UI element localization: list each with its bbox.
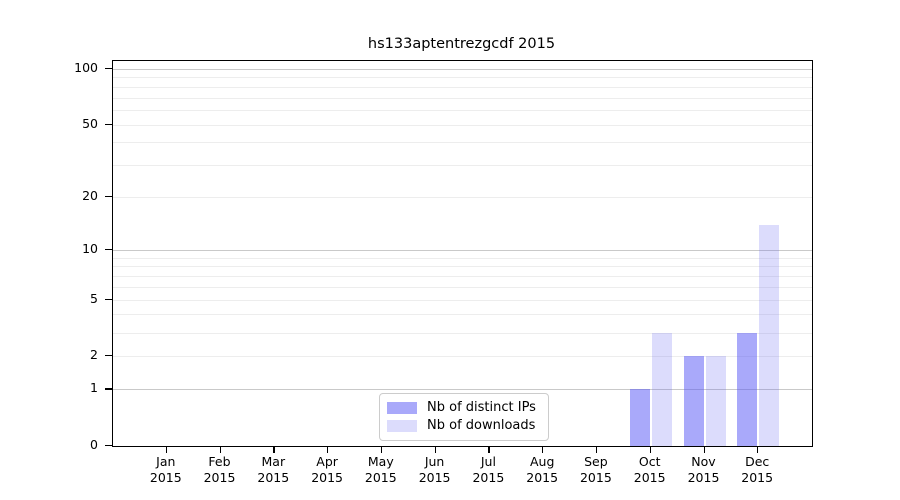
y-axis-tick [105, 67, 112, 69]
x-tick-label: Jul 2015 [472, 454, 505, 485]
gridline-minor [113, 356, 812, 358]
y-axis-tick [105, 123, 112, 125]
x-axis-tick [327, 446, 329, 453]
y-tick-label: 0 [90, 437, 98, 452]
bar-distinct-ips [737, 332, 758, 446]
y-tick-label: 20 [82, 188, 98, 204]
x-axis-tick [380, 446, 383, 453]
legend-label-distinct-ips: Nb of distinct IPs [427, 400, 536, 415]
gridline-minor [113, 165, 812, 167]
gridline-minor [113, 299, 812, 301]
y-axis-tick [105, 445, 112, 447]
x-tick-label: Mar 2015 [257, 454, 290, 485]
bar-distinct-ips [629, 389, 650, 446]
y-tick-label: 50 [82, 115, 98, 131]
y-tick-label: 5 [90, 290, 98, 306]
y-tick-label: 100 [74, 59, 98, 75]
gridline-minor [113, 86, 812, 88]
gridline-minor [113, 142, 812, 144]
x-tick-label: Apr 2015 [311, 454, 343, 485]
gridline-minor [113, 197, 812, 199]
x-axis-tick [649, 446, 651, 453]
legend-item-distinct-ips: Nb of distinct IPs [387, 399, 541, 417]
plot-area: Nb of distinct IPs Nb of downloads [112, 60, 813, 447]
x-tick-label: Sep 2015 [579, 454, 612, 485]
x-tick-label: Jan 2015 [149, 454, 182, 485]
y-axis-tick [105, 249, 112, 251]
x-axis-tick [595, 446, 598, 453]
y-tick-label: 1 [90, 380, 98, 396]
x-tick-label: Nov 2015 [687, 454, 720, 485]
gridline-minor [113, 286, 812, 288]
gridline-major [113, 389, 812, 391]
x-axis-tick [434, 446, 436, 453]
chart-title: hs133aptentrezgcdf 2015 [367, 36, 556, 52]
x-axis-tick [165, 446, 168, 453]
legend-label-downloads: Nb of downloads [427, 418, 536, 433]
x-tick-label: Oct 2015 [633, 454, 666, 485]
x-axis-tick [273, 446, 275, 453]
x-tick-label: Aug 2015 [526, 454, 559, 485]
gridline-minor [113, 124, 812, 126]
x-tick-label: Feb 2015 [203, 454, 236, 485]
bar-distinct-ips [683, 356, 704, 446]
bar-downloads [705, 356, 726, 446]
x-tick-label: May 2015 [364, 454, 397, 485]
gridline-minor [113, 332, 812, 334]
x-axis-tick [488, 446, 490, 453]
gridline-minor [113, 77, 812, 79]
y-axis-tick [105, 388, 112, 390]
legend-swatch-downloads [387, 420, 417, 432]
gridline-minor [113, 276, 812, 277]
bar-downloads [651, 332, 672, 446]
gridline-minor [113, 97, 812, 99]
legend-item-downloads: Nb of downloads [387, 417, 541, 435]
gridline-minor [113, 266, 812, 268]
x-tick-label: Dec 2015 [741, 454, 774, 485]
gridline-major [113, 68, 812, 70]
x-tick-label: Jun 2015 [418, 454, 451, 485]
gridline-major [113, 250, 812, 251]
y-tick-label: 10 [82, 241, 98, 256]
legend-swatch-distinct-ips [387, 402, 417, 414]
bar-downloads [759, 224, 780, 446]
y-tick-label: 2 [90, 347, 98, 363]
gridline-minor [113, 257, 812, 259]
gridline-minor [113, 314, 812, 316]
y-axis-tick [105, 355, 112, 357]
legend: Nb of distinct IPs Nb of downloads [379, 393, 549, 441]
x-axis-tick [757, 446, 759, 453]
x-axis-tick [219, 446, 221, 453]
x-axis-tick [703, 446, 705, 453]
y-axis-tick [105, 196, 112, 198]
y-axis-tick [105, 298, 112, 300]
gridline-minor [113, 109, 812, 111]
x-axis-tick [542, 446, 544, 453]
